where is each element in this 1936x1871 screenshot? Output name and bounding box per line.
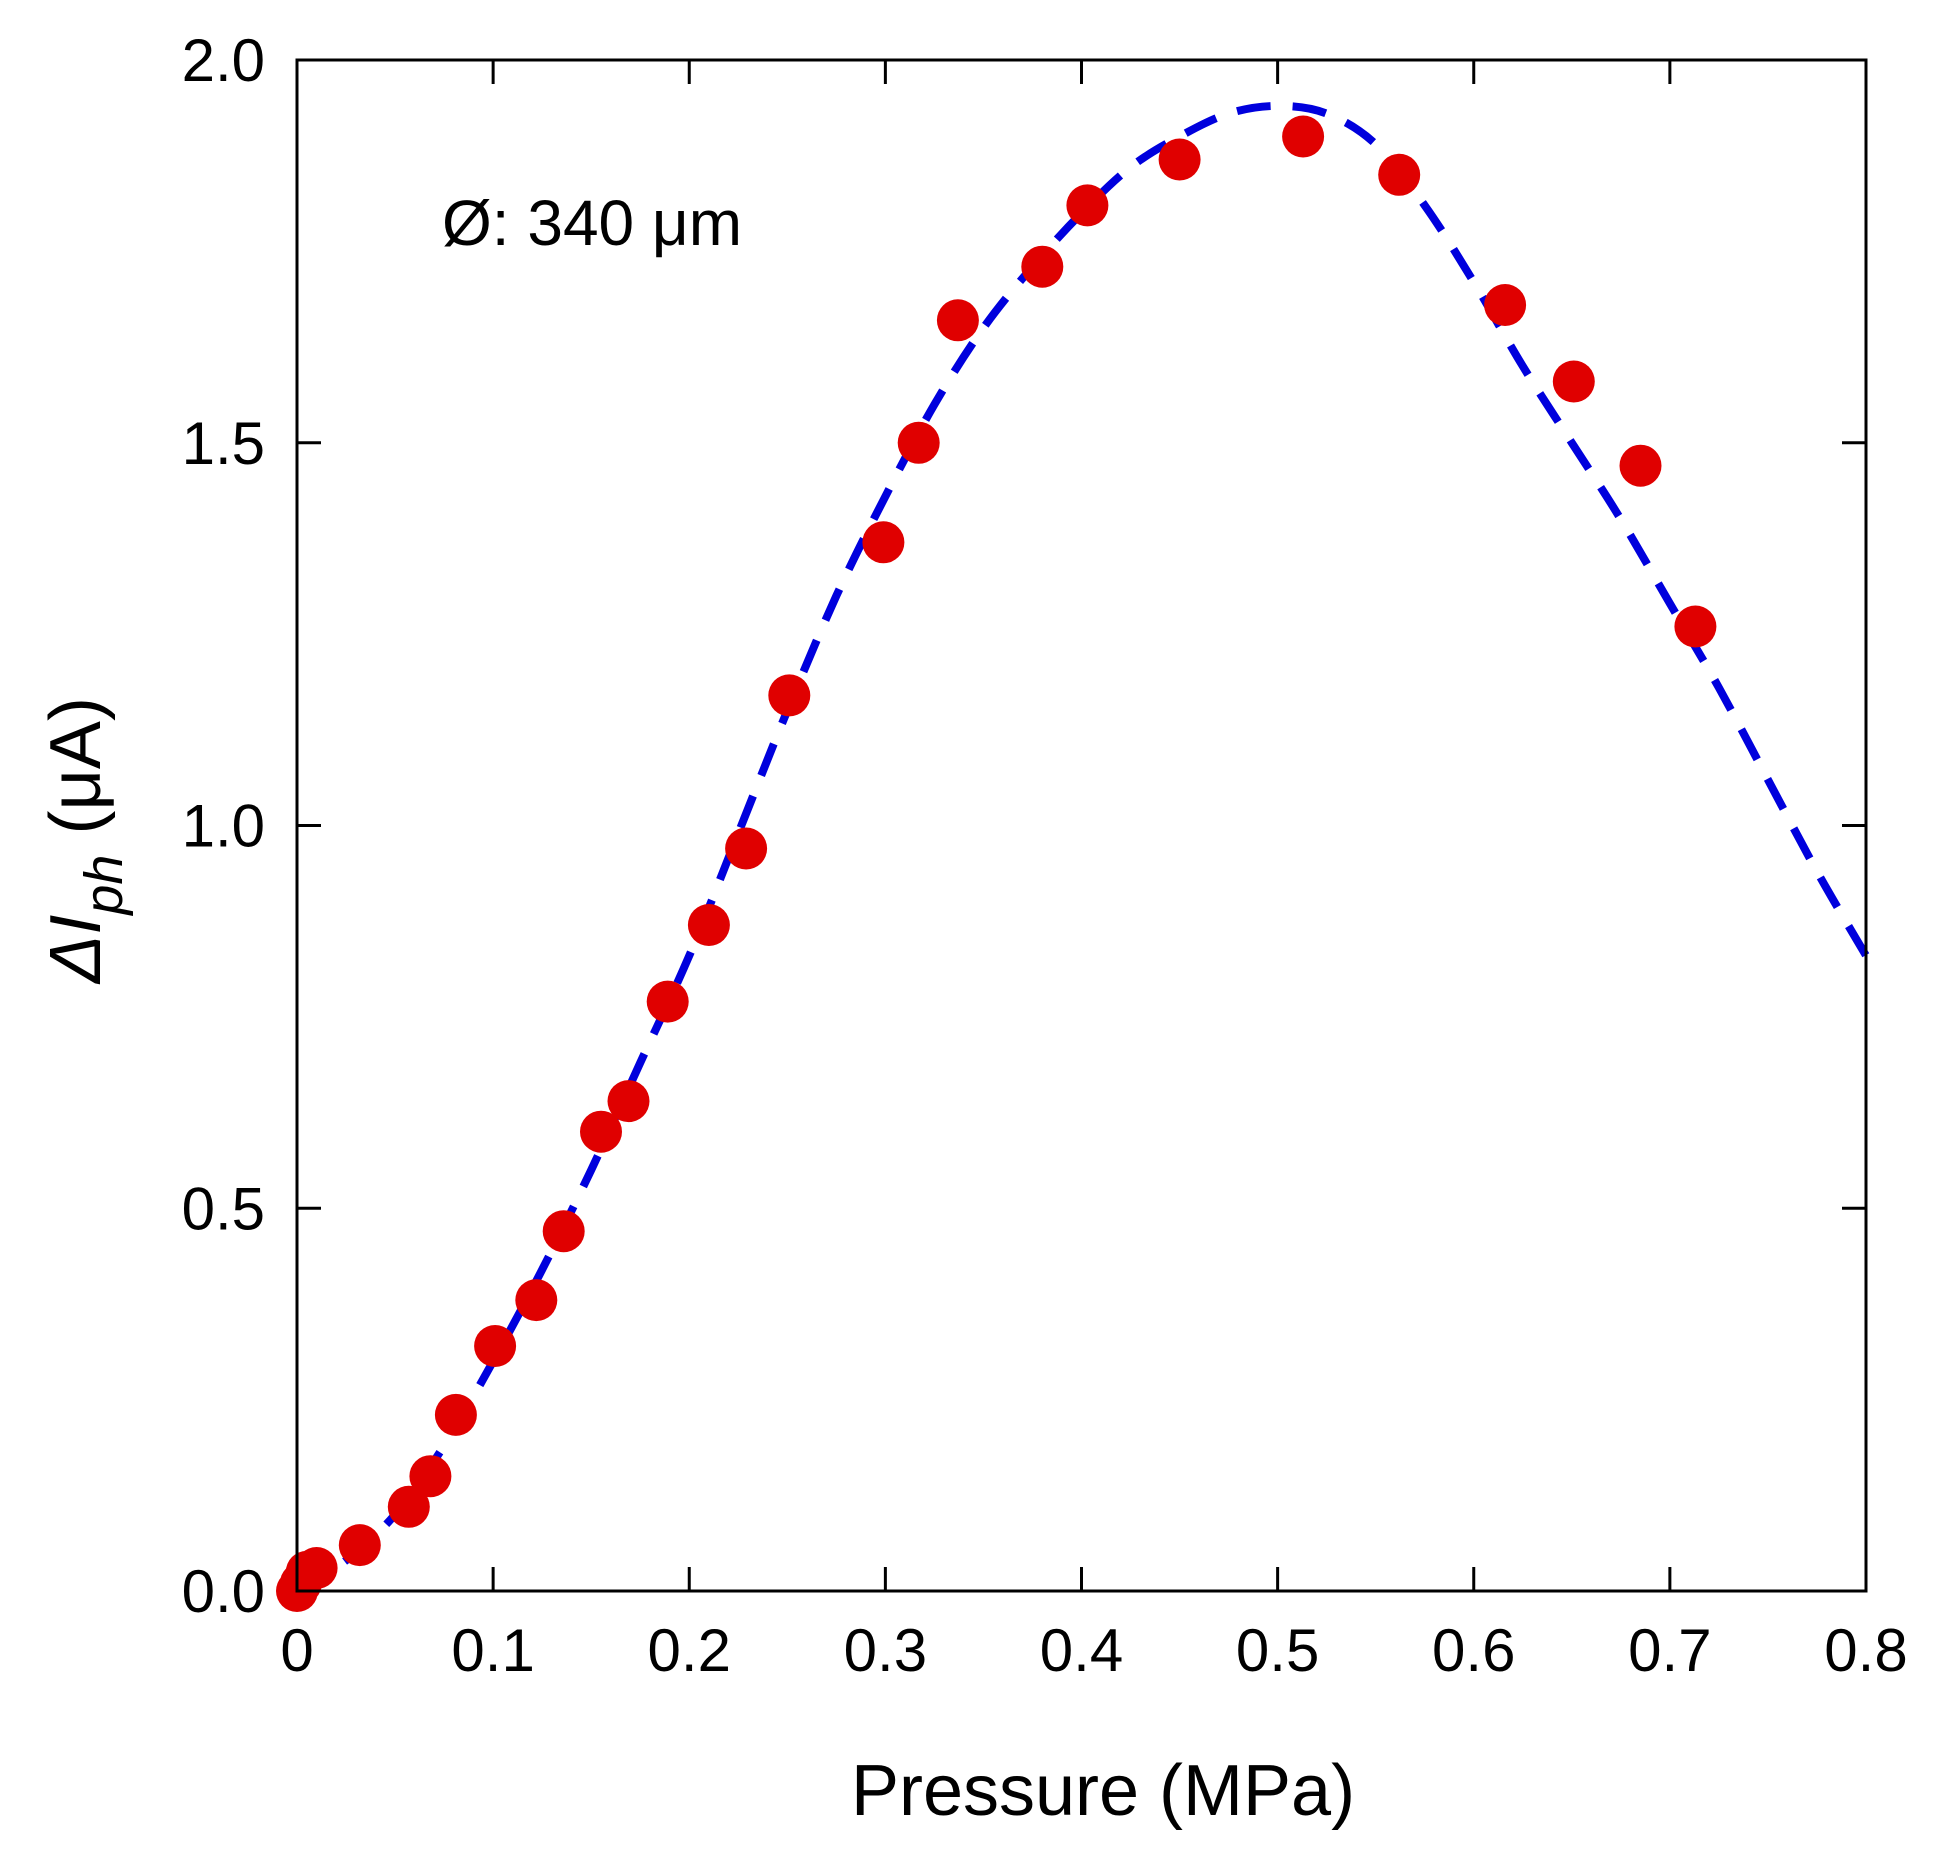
- data-point: [580, 1110, 622, 1153]
- y-axis-label-subscript: ph: [74, 855, 134, 917]
- data-point: [295, 1547, 338, 1589]
- data-point: [1378, 153, 1421, 196]
- data-point: [687, 904, 730, 946]
- data-point: [515, 1279, 558, 1322]
- y-axis-label-symbol: I: [36, 915, 116, 935]
- data-point: [1552, 360, 1595, 403]
- plot-frame: [295, 58, 1868, 1593]
- data-point: [862, 521, 905, 564]
- data-point: [725, 827, 768, 870]
- x-tick-label: 0.3: [844, 1617, 927, 1684]
- x-tick-label: 0.7: [1628, 1617, 1711, 1684]
- diameter-annotation: Ø: 340 μm: [442, 187, 742, 259]
- y-axis-label-delta: Δ: [36, 935, 116, 985]
- y-tick-label: 1.5: [182, 410, 265, 477]
- data-point: [1674, 605, 1717, 648]
- data-point: [338, 1524, 381, 1567]
- y-tick-label: 0.0: [182, 1558, 265, 1625]
- x-tick-label: 0.1: [451, 1617, 534, 1684]
- x-tick-label: 0.6: [1432, 1617, 1515, 1684]
- y-tick-label: 1.0: [182, 793, 265, 860]
- data-point: [542, 1210, 585, 1253]
- data-point: [434, 1393, 477, 1436]
- x-axis-label: Pressure (MPa): [851, 1751, 1355, 1831]
- x-tick-label: 0.4: [1040, 1617, 1123, 1684]
- x-tick-label: 0.2: [648, 1617, 731, 1684]
- data-points-layer: [276, 115, 1717, 1612]
- y-axis-label-unit: (μA): [36, 697, 116, 854]
- y-axis-label: ΔIph (μA): [36, 697, 134, 985]
- data-point: [936, 299, 979, 342]
- data-point: [1282, 115, 1325, 158]
- data-point: [387, 1485, 430, 1528]
- y-tick-label: 2.0: [182, 27, 265, 94]
- data-point: [409, 1455, 452, 1498]
- data-point: [1484, 284, 1527, 326]
- x-tick-label: 0.5: [1236, 1617, 1319, 1684]
- data-point: [1619, 444, 1662, 487]
- data-point: [897, 421, 940, 464]
- data-point: [607, 1080, 650, 1123]
- data-point: [1021, 245, 1064, 288]
- x-tick-label: 0: [280, 1617, 313, 1684]
- y-tick-label: 0.5: [182, 1175, 265, 1242]
- tick-labels-layer: 0 0.1 0.2 0.3 0.4 0.5 0.6 0.7 0.8 0.0 0.5 1.0 1.5 2.0: [182, 27, 1908, 1684]
- data-point: [1066, 184, 1109, 227]
- data-point: [1158, 138, 1201, 181]
- x-tick-label: 0.8: [1824, 1617, 1907, 1684]
- data-point: [646, 980, 689, 1023]
- data-point: [474, 1325, 517, 1367]
- data-point: [768, 674, 811, 717]
